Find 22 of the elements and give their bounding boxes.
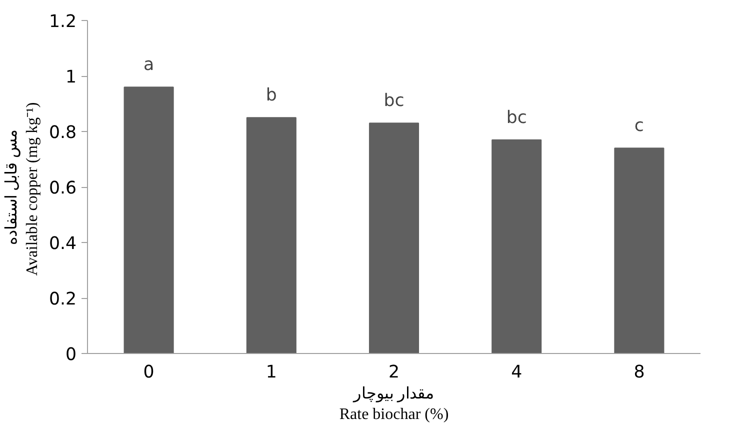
x-tick-label: 8 xyxy=(634,362,645,382)
y-tick-label: 0.2 xyxy=(48,290,77,310)
y-tick-label: 0 xyxy=(65,345,77,365)
y-tick-label: 0.4 xyxy=(48,234,77,254)
bar xyxy=(246,117,296,354)
y-tick-label: 1 xyxy=(65,68,77,88)
bar xyxy=(614,148,664,354)
x-tick-label: 2 xyxy=(388,362,400,382)
annotation: b xyxy=(266,86,277,106)
annotation: a xyxy=(143,55,154,76)
x-tick-label: 1 xyxy=(266,362,277,382)
y-tick-label: 0.8 xyxy=(48,123,77,143)
annotation: bc xyxy=(506,108,527,128)
annotation: bc xyxy=(384,91,404,112)
x-tick-label: 4 xyxy=(511,362,522,382)
x-tick-label: 0 xyxy=(143,362,154,382)
bar xyxy=(492,139,542,354)
bar xyxy=(124,86,174,354)
y-tick-label: 1.2 xyxy=(48,12,77,32)
annotation: c xyxy=(634,116,644,136)
y-tick-label: 0.6 xyxy=(48,178,77,198)
bar xyxy=(368,122,420,354)
